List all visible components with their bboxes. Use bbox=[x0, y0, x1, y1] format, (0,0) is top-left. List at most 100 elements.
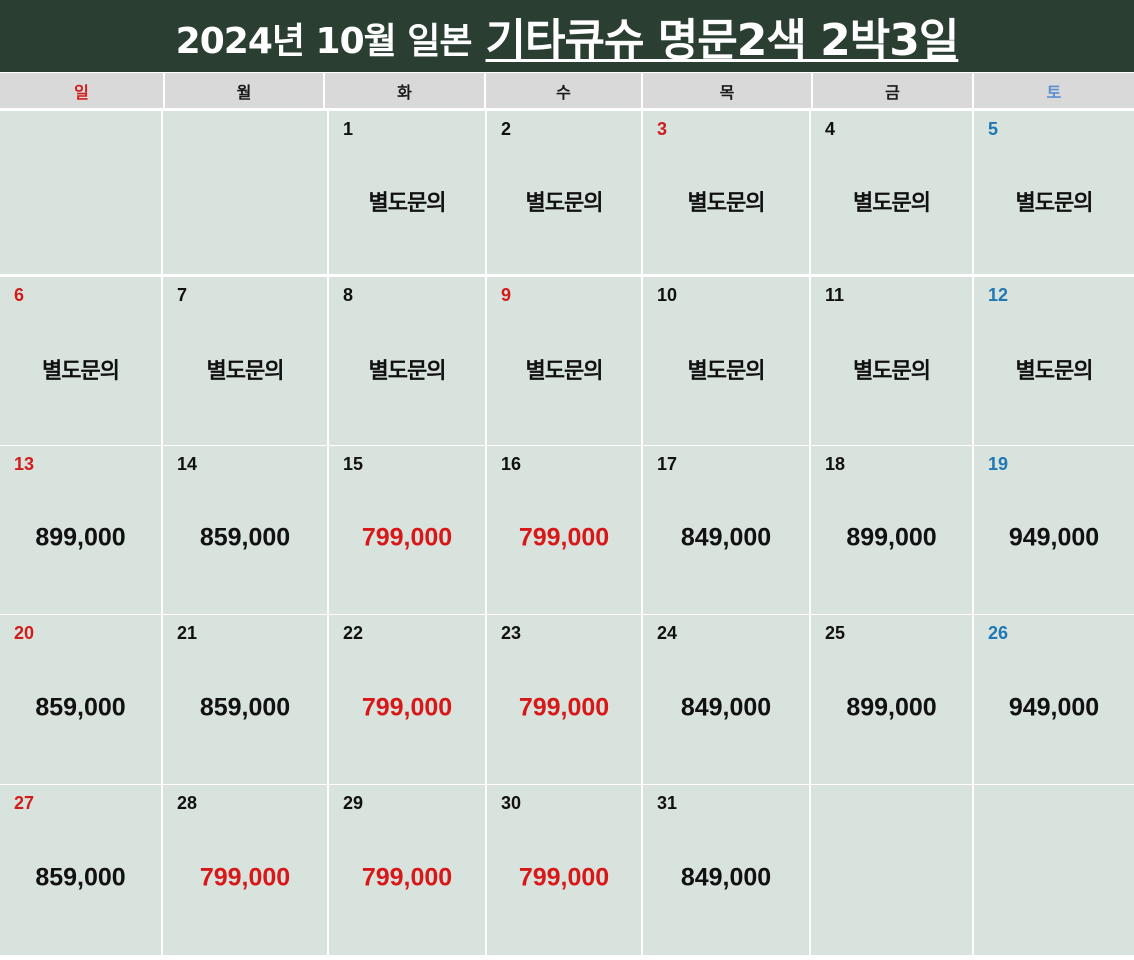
calendar-day-cell: 24 849,000 bbox=[643, 615, 809, 784]
calendar-day-cell: 22 799,000 bbox=[329, 615, 485, 784]
weekday-mon: 월 bbox=[165, 73, 323, 108]
day-number: 31 bbox=[657, 793, 678, 813]
price-label: 799,000 bbox=[199, 863, 291, 892]
day-number: 28 bbox=[177, 793, 198, 813]
price-label: 799,000 bbox=[361, 863, 453, 892]
title-tour-name: 기타큐슈 명문2색 2박3일 bbox=[485, 15, 960, 66]
weekday-tue: 화 bbox=[325, 73, 484, 108]
price-label: 799,000 bbox=[518, 863, 610, 892]
day-number: 15 bbox=[343, 454, 364, 474]
day-number: 25 bbox=[825, 623, 846, 643]
price-label: 949,000 bbox=[1008, 693, 1100, 721]
price-label: 899,000 bbox=[846, 693, 937, 721]
day-number: 21 bbox=[177, 623, 198, 643]
calendar-day-cell: 4 별도문의 bbox=[811, 111, 972, 274]
day-number: 2 bbox=[501, 119, 512, 139]
day-number: 11 bbox=[825, 285, 845, 305]
day-number: 27 bbox=[14, 793, 35, 813]
calendar-day-cell: 12 별도문의 bbox=[974, 277, 1134, 445]
calendar-day-cell: 1 별도문의 bbox=[329, 111, 485, 274]
inquiry-label: 별도문의 bbox=[1015, 359, 1094, 384]
calendar-day-cell: 27 859,000 bbox=[0, 785, 161, 955]
calendar-day-cell: 29 799,000 bbox=[329, 785, 485, 955]
weekday-wed: 수 bbox=[486, 73, 641, 108]
calendar-day-cell: 20 859,000 bbox=[0, 615, 161, 784]
calendar-day-cell: 15 799,000 bbox=[329, 446, 485, 614]
inquiry-label: 별도문의 bbox=[687, 190, 766, 216]
price-label: 799,000 bbox=[518, 693, 610, 721]
inquiry-label: 별도문의 bbox=[853, 190, 931, 216]
inquiry-label: 별도문의 bbox=[687, 359, 766, 384]
inquiry-label: 별도문의 bbox=[368, 359, 447, 384]
day-number: 30 bbox=[501, 793, 522, 813]
day-number: 1 bbox=[343, 119, 354, 139]
calendar-day-cell: 31 849,000 bbox=[643, 785, 809, 955]
inquiry-label: 별도문의 bbox=[42, 359, 120, 384]
calendar-empty-cell bbox=[163, 111, 327, 274]
day-number: 5 bbox=[988, 119, 999, 139]
day-number: 26 bbox=[988, 623, 1009, 643]
price-label: 799,000 bbox=[361, 693, 453, 721]
calendar-day-cell: 25 899,000 bbox=[811, 615, 972, 784]
calendar-empty-cell bbox=[811, 785, 972, 955]
weekday-sat: 토 bbox=[974, 73, 1134, 108]
day-number: 13 bbox=[14, 454, 35, 474]
day-number: 22 bbox=[343, 623, 364, 643]
day-number: 3 bbox=[657, 119, 668, 139]
day-number: 23 bbox=[501, 623, 522, 643]
day-number: 19 bbox=[988, 454, 1009, 474]
price-label: 899,000 bbox=[846, 523, 937, 552]
price-label: 859,000 bbox=[35, 693, 126, 721]
inquiry-label: 별도문의 bbox=[1015, 190, 1094, 216]
weekday-fri: 금 bbox=[813, 73, 972, 108]
calendar-day-cell: 8 별도문의 bbox=[329, 277, 485, 445]
calendar-day-cell: 11 별도문의 bbox=[811, 277, 972, 445]
day-number: 17 bbox=[657, 454, 678, 474]
calendar-day-cell: 30 799,000 bbox=[487, 785, 641, 955]
calendar-day-cell: 2 별도문의 bbox=[487, 111, 641, 274]
calendar-empty-cell bbox=[0, 111, 161, 274]
inquiry-label: 별도문의 bbox=[368, 190, 447, 216]
calendar-day-cell: 28 799,000 bbox=[163, 785, 327, 955]
calendar-day-cell: 17 849,000 bbox=[643, 446, 809, 614]
title-banner: 2024년 10월 일본 기타큐슈 명문2색 2박3일 bbox=[0, 0, 1134, 72]
day-number: 8 bbox=[343, 285, 354, 305]
day-number: 10 bbox=[657, 285, 678, 305]
weekday-sun: 일 bbox=[0, 73, 163, 108]
calendar-day-cell: 13 899,000 bbox=[0, 446, 161, 614]
day-number: 16 bbox=[501, 454, 522, 474]
day-number: 29 bbox=[343, 793, 364, 813]
calendar-empty-cell bbox=[974, 785, 1134, 955]
calendar-day-cell: 10 별도문의 bbox=[643, 277, 809, 445]
inquiry-label: 별도문의 bbox=[853, 359, 931, 384]
calendar-day-cell: 16 799,000 bbox=[487, 446, 641, 614]
price-label: 799,000 bbox=[361, 523, 453, 552]
day-number: 18 bbox=[825, 454, 846, 474]
price-label: 949,000 bbox=[1008, 523, 1100, 552]
price-label: 849,000 bbox=[680, 523, 772, 552]
calendar-day-cell: 5 별도문의 bbox=[974, 111, 1134, 274]
day-number: 12 bbox=[988, 285, 1009, 305]
inquiry-label: 별도문의 bbox=[206, 359, 285, 384]
day-number: 9 bbox=[501, 285, 512, 305]
price-label: 849,000 bbox=[680, 863, 772, 892]
day-number: 4 bbox=[825, 119, 836, 139]
calendar-grid: 1 별도문의 2 별도문의 3 별도문의 4 별도문의 5 별도문의 6 별도문의 7 별도문의 8 별도문의… bbox=[0, 108, 1134, 960]
calendar-day-cell: 3 별도문의 bbox=[643, 111, 809, 274]
calendar-day-cell: 9 별도문의 bbox=[487, 277, 641, 445]
price-label: 899,000 bbox=[35, 523, 126, 552]
empty-content bbox=[811, 862, 972, 878]
price-label: 859,000 bbox=[35, 863, 126, 892]
day-number: 14 bbox=[177, 454, 198, 474]
calendar-day-cell: 26 949,000 bbox=[974, 615, 1134, 784]
empty-content bbox=[0, 185, 161, 201]
day-number: 20 bbox=[14, 623, 35, 643]
calendar-day-cell: 6 별도문의 bbox=[0, 277, 161, 445]
price-label: 849,000 bbox=[680, 693, 772, 721]
calendar-day-cell: 21 859,000 bbox=[163, 615, 327, 784]
price-label: 859,000 bbox=[199, 523, 291, 552]
inquiry-label: 별도문의 bbox=[525, 359, 604, 384]
calendar-day-cell: 18 899,000 bbox=[811, 446, 972, 614]
calendar-day-cell: 14 859,000 bbox=[163, 446, 327, 614]
title-date-destination: 2024년 10월 일본 bbox=[175, 21, 473, 62]
